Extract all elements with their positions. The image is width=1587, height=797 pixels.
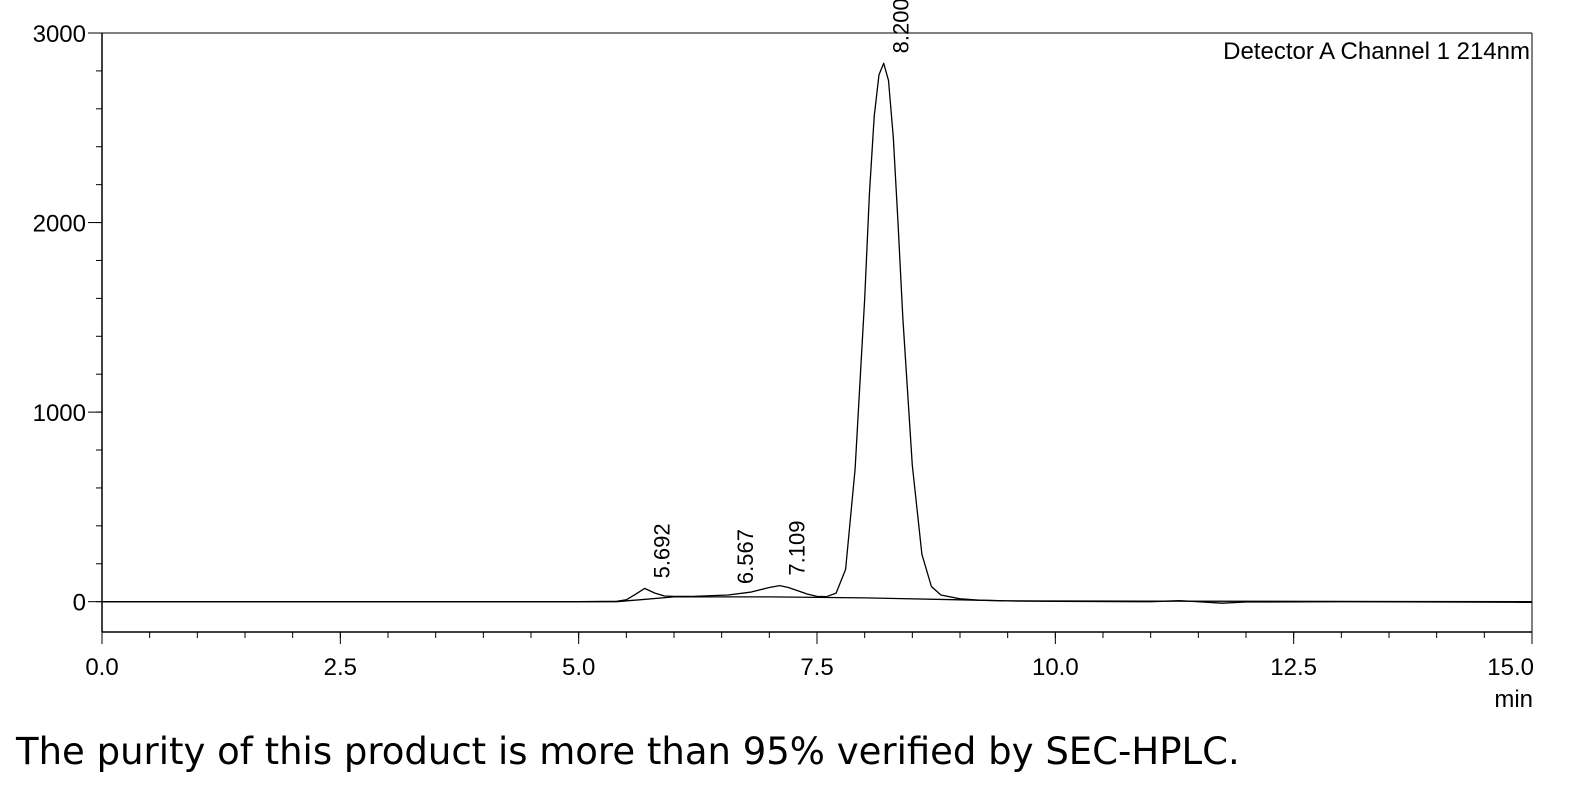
- x-tick-label: 10.0: [1032, 654, 1079, 681]
- purity-caption: The purity of this product is more than …: [16, 730, 1240, 773]
- x-tick-label: 5.0: [562, 654, 595, 681]
- x-tick-label: 15.0: [1487, 654, 1534, 681]
- x-tick-label: 7.5: [800, 654, 833, 681]
- x-tick-label: 0.0: [85, 654, 118, 681]
- x-tick-label: 2.5: [324, 654, 357, 681]
- traces: [102, 62, 1533, 604]
- chromatogram-chart: 0.0 2.5 5.0 7.5 10.0 12.5 15.0 0 1000 2000 3000 5.…: [33, 0, 1534, 713]
- detector-label: Detector A Channel 1 214nm: [1223, 38, 1530, 65]
- baseline-trace: [102, 596, 1533, 603]
- peak-label: 8.200: [889, 0, 914, 53]
- peak-labels: 5.692 6.567 7.109 8.200: [650, 0, 914, 584]
- axes: 0.0 2.5 5.0 7.5 10.0 12.5 15.0 0 1000 2000 3000: [33, 21, 1534, 681]
- peak-label: 6.567: [733, 529, 758, 584]
- x-tick-label: 12.5: [1270, 654, 1317, 681]
- peak-label: 5.692: [650, 523, 675, 578]
- y-tick-label: 3000: [33, 21, 86, 48]
- peak-label: 7.109: [785, 520, 810, 575]
- y-tick-label: 2000: [33, 211, 86, 238]
- x-axis-unit: min: [1494, 686, 1533, 713]
- y-tick-label: 1000: [33, 400, 86, 427]
- chromatogram-trace: [102, 62, 1533, 604]
- y-tick-label: 0: [73, 590, 86, 617]
